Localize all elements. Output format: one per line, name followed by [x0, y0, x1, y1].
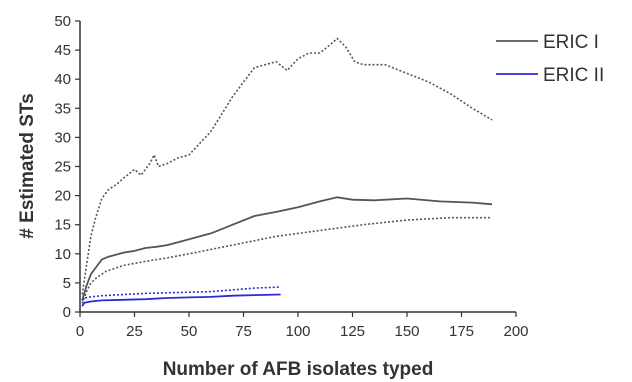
x-tick-label: 25: [126, 323, 143, 340]
y-tick-label: 35: [54, 100, 71, 117]
series-line-2: [81, 37, 493, 295]
y-tick-label: 5: [63, 275, 71, 292]
x-tick-label: 50: [181, 323, 198, 340]
series-line-4: [81, 286, 281, 301]
x-tick-label: 125: [340, 323, 365, 340]
x-tick-label: 175: [449, 323, 474, 340]
x-tick-label: 100: [285, 323, 310, 340]
y-tick-label: 10: [54, 246, 71, 263]
y-tick-label: 50: [54, 13, 71, 30]
x-axis-title: Number of AFB isolates typed: [163, 359, 434, 380]
axes: 0 25 50 75 100 125 150 175 200 0 5 10 15 20 25 30 35 40 4…: [54, 13, 528, 340]
y-axis-title: # Estimated STs: [17, 93, 38, 238]
legend: ERIC I ERIC II: [496, 32, 604, 86]
plot-area: [81, 37, 493, 307]
y-tick-label: 15: [54, 217, 71, 234]
legend-label: ERIC II: [543, 65, 604, 86]
series-line-3: [81, 293, 281, 307]
y-tick-label: 20: [54, 188, 71, 205]
y-tick-label: 0: [63, 304, 71, 321]
y-tick-label: 25: [54, 159, 71, 176]
y-tick-label: 40: [54, 71, 71, 88]
series-line-1: [81, 216, 492, 304]
legend-label: ERIC I: [543, 32, 599, 53]
x-tick-label: 0: [76, 323, 84, 340]
x-ticks: 0 25 50 75 100 125 150 175 200: [76, 312, 529, 340]
x-tick-label: 200: [503, 323, 528, 340]
y-tick-label: 45: [54, 42, 71, 59]
y-tick-label: 30: [54, 129, 71, 146]
x-tick-label: 150: [394, 323, 419, 340]
x-tick-label: 75: [235, 323, 252, 340]
y-ticks: 0 5 10 15 20 25 30 35 40 45 50: [54, 13, 80, 321]
series-line-0: [81, 196, 493, 301]
